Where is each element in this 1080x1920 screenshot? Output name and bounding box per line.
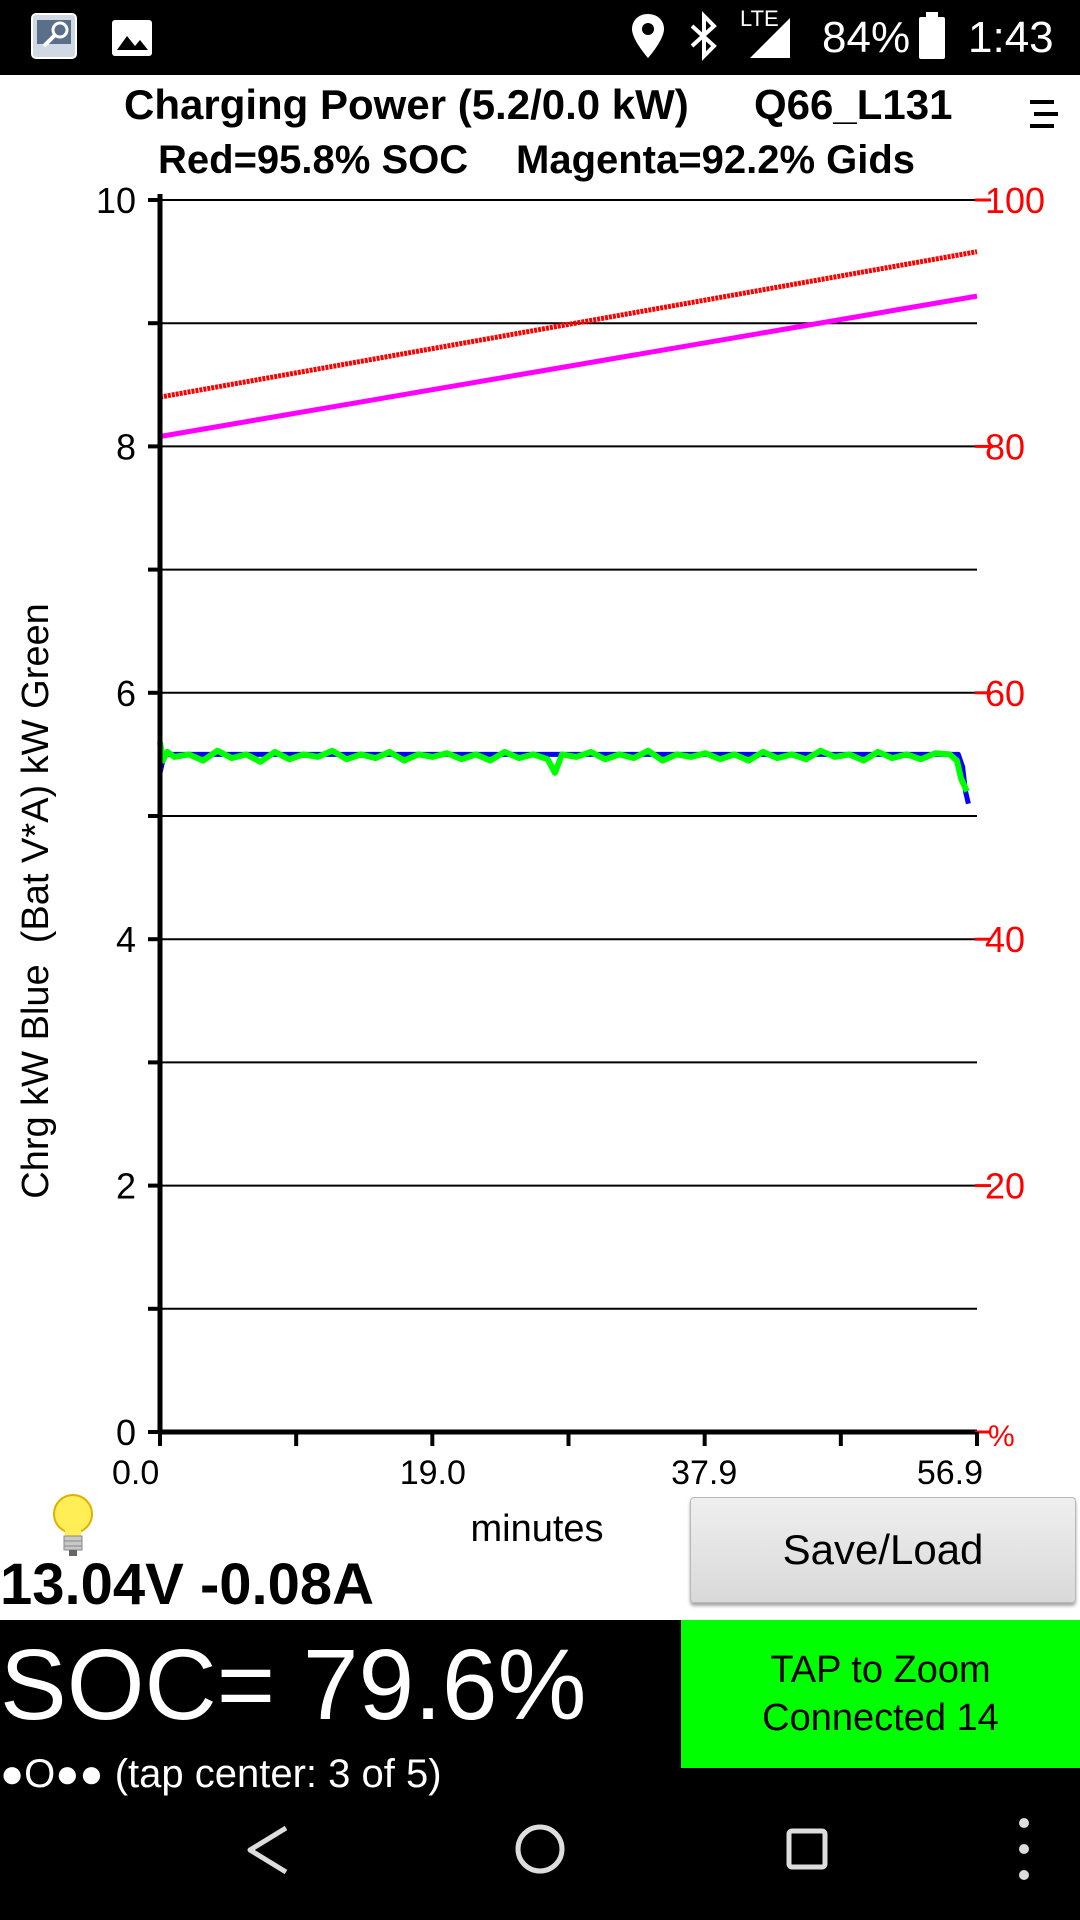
voltage-current-readout: 13.04V -0.08A — [0, 1552, 375, 1617]
y-axis-label: Chrg kW Blue (Bat V*A) kW Green — [15, 603, 57, 1199]
grid — [160, 199, 977, 1310]
chart-title: Charging Power (5.2/0.0 kW) — [124, 81, 689, 128]
tap-to-zoom-label: TAP to Zoom — [770, 1649, 991, 1691]
battery-percent: 84% — [822, 13, 911, 62]
image-icon — [112, 20, 152, 56]
tap-to-zoom-button[interactable]: TAP to Zoom Connected 14 — [681, 1620, 1080, 1768]
chart-subtitle-soc: Red=95.8% SOC — [158, 138, 468, 182]
back-icon[interactable] — [247, 1825, 288, 1875]
chart-svg: Charging Power (5.2/0.0 kW) Q66_L131 Red… — [15, 81, 1045, 1550]
save-load-button[interactable]: Save/Load — [690, 1497, 1076, 1603]
overflow-menu-icon[interactable] — [1030, 100, 1058, 134]
series-blue-line — [157, 751, 971, 805]
y2-tick-label: 80 — [985, 426, 1025, 467]
series-layer — [157, 249, 978, 805]
more-options-icon[interactable] — [1019, 1818, 1029, 1880]
y2-tick-label: 40 — [985, 919, 1025, 960]
chart-title-id: Q66_L131 — [754, 81, 952, 128]
series-red-line — [159, 249, 978, 400]
x-tick-label: 56.9 — [917, 1454, 983, 1492]
battery-icon — [919, 12, 945, 59]
soc-value: SOC= 79.6% — [0, 1629, 587, 1741]
x-axis-label: minutes — [470, 1508, 603, 1550]
signal-icon — [750, 18, 790, 58]
navigation-bar — [247, 1818, 1029, 1880]
y-tick-label: 4 — [116, 919, 136, 960]
x-tick-label: 19.0 — [400, 1454, 466, 1492]
recents-icon[interactable] — [786, 1828, 828, 1870]
clock: 1:43 — [968, 13, 1054, 62]
tap-hint: ●O●● (tap center: 3 of 5) — [0, 1752, 442, 1796]
connected-label: Connected 14 — [762, 1697, 999, 1739]
series-magenta-line — [159, 293, 978, 439]
network-type: LTE — [740, 6, 779, 31]
y-tick-label: 8 — [116, 426, 136, 467]
lightbulb-icon[interactable] — [48, 1492, 98, 1558]
tick-labels: 0 2 4 6 8 10 20 40 60 80 100 0.0 19.0 37.9 56.9 — [96, 180, 1045, 1492]
axes — [148, 194, 991, 1446]
bluetooth-icon — [690, 11, 717, 61]
home-icon[interactable] — [515, 1824, 565, 1874]
charging-power-chart[interactable]: Charging Power (5.2/0.0 kW) Q66_L131 Red… — [0, 75, 1080, 1555]
series-green-line — [157, 741, 970, 793]
status-bar: LTE 84% 1:43 — [0, 0, 1080, 75]
y2-tick-label: 20 — [985, 1166, 1025, 1207]
y-tick-label: 0 — [116, 1412, 136, 1453]
app-thumbnail-icon — [31, 13, 77, 59]
y2-tick-label: 60 — [985, 673, 1025, 714]
x-tick-label: 37.9 — [671, 1454, 737, 1492]
y2-tick-label: 100 — [985, 180, 1045, 221]
y-tick-label: 2 — [116, 1166, 136, 1207]
location-icon — [632, 14, 664, 58]
chart-subtitle-gids: Magenta=92.2% Gids — [516, 138, 915, 182]
y-tick-label: 6 — [116, 673, 136, 714]
y2-unit-label: % — [988, 1420, 1015, 1453]
x-tick-label: 0.0 — [112, 1454, 159, 1492]
y-tick-label: 10 — [96, 180, 136, 221]
